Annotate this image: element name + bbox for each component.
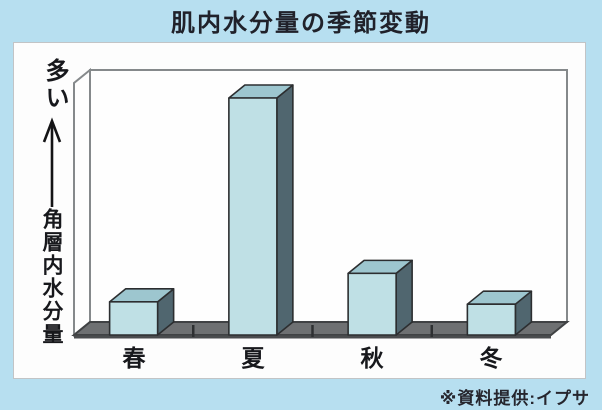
bar-front-face <box>108 301 159 336</box>
x-axis-label-winter: 冬 <box>479 345 503 371</box>
x-axis-label-summer: 夏 <box>241 345 265 371</box>
plot-back-wall <box>89 69 568 323</box>
source-note: ※資料提供:イプサ <box>439 389 590 408</box>
bar-front-face <box>347 272 397 336</box>
bar-front-face <box>466 303 517 336</box>
plot-side-wall <box>73 67 91 338</box>
x-axis-label-spring: 春 <box>122 345 146 371</box>
x-axis-label-autumn: 秋 <box>360 345 384 371</box>
bar-front-face <box>228 97 278 336</box>
bar-side-face <box>276 84 294 336</box>
up-arrow-head <box>42 117 62 143</box>
chart-title: 肌内水分量の季節変動 <box>171 10 431 37</box>
y-axis-title: 角層内水分量 <box>40 208 63 346</box>
y-axis-top-label: 多い <box>41 58 68 112</box>
